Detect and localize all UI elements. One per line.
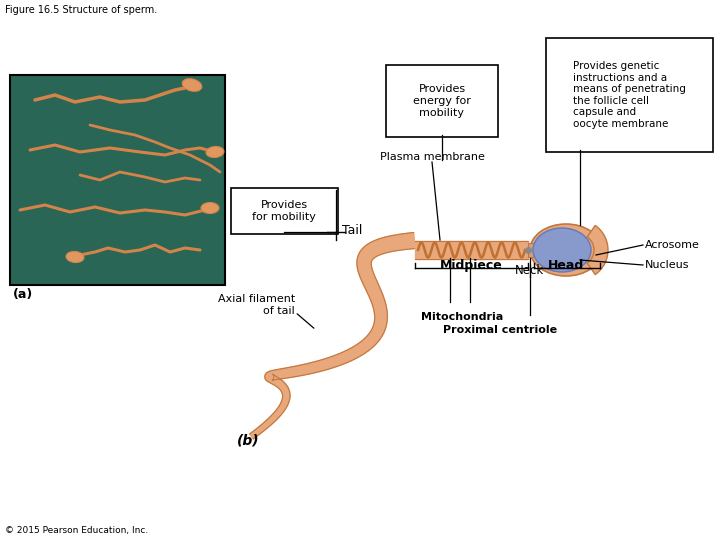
Text: Figure 16.5 Structure of sperm.: Figure 16.5 Structure of sperm.: [5, 5, 157, 15]
Text: Provides
energy for
mobility: Provides energy for mobility: [413, 84, 471, 118]
Ellipse shape: [206, 146, 224, 158]
Ellipse shape: [533, 228, 591, 272]
Text: Provides genetic
instructions and a
means of penetrating
the follicle cell
capsu: Provides genetic instructions and a mean…: [572, 61, 685, 129]
Text: (a): (a): [13, 288, 33, 301]
Wedge shape: [588, 225, 608, 274]
Text: Mitochondria: Mitochondria: [421, 312, 503, 322]
Polygon shape: [250, 233, 415, 439]
Ellipse shape: [182, 79, 202, 91]
Text: Neck: Neck: [516, 264, 544, 277]
Bar: [528, 243, 534, 257]
Text: Midpiece: Midpiece: [440, 259, 503, 272]
FancyBboxPatch shape: [386, 65, 498, 137]
Text: Axial filament
of tail: Axial filament of tail: [217, 294, 295, 316]
Ellipse shape: [530, 224, 602, 276]
Ellipse shape: [66, 252, 84, 262]
FancyBboxPatch shape: [231, 188, 338, 234]
Ellipse shape: [201, 202, 219, 213]
Text: Tail: Tail: [342, 224, 362, 237]
Text: Proximal centriole: Proximal centriole: [443, 325, 557, 335]
Text: Head: Head: [548, 259, 584, 272]
Text: Plasma membrane: Plasma membrane: [379, 152, 485, 162]
Polygon shape: [415, 241, 528, 259]
Text: Acrosome: Acrosome: [645, 240, 700, 250]
FancyBboxPatch shape: [546, 38, 713, 152]
Text: Provides
for mobility: Provides for mobility: [252, 200, 316, 222]
Text: Nucleus: Nucleus: [645, 260, 690, 270]
Text: © 2015 Pearson Education, Inc.: © 2015 Pearson Education, Inc.: [5, 526, 148, 535]
Text: (b): (b): [237, 433, 259, 447]
Bar: [10, 75, 225, 285]
